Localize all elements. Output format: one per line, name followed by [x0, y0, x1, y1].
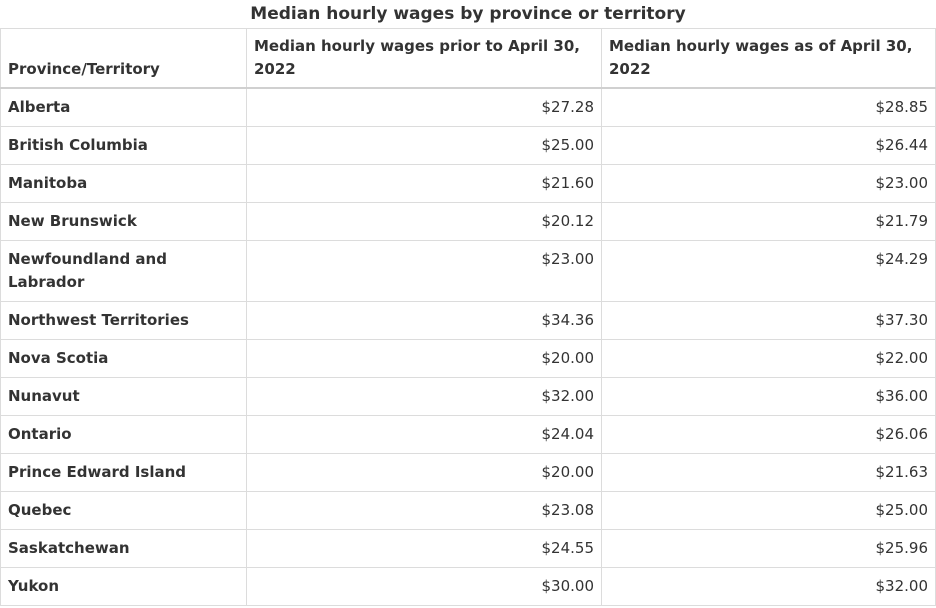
province-name: Alberta: [0, 87, 247, 127]
current-wage: $26.06: [601, 415, 936, 454]
province-name: Yukon: [0, 567, 247, 606]
province-name: Ontario: [0, 415, 247, 454]
table-row: Saskatchewan $24.55 $25.96: [0, 529, 936, 568]
table-row: British Columbia $25.00 $26.44: [0, 126, 936, 165]
province-name: New Brunswick: [0, 202, 247, 241]
table-body: Alberta $27.28 $28.85 British Columbia $…: [0, 87, 936, 606]
province-name: Prince Edward Island: [0, 453, 247, 492]
prior-wage: $30.00: [246, 567, 602, 606]
prior-wage: $20.12: [246, 202, 602, 241]
current-wage: $25.96: [601, 529, 936, 568]
current-wage: $23.00: [601, 164, 936, 203]
wages-table: Province/Territory Median hourly wages p…: [0, 28, 936, 606]
prior-wage: $23.08: [246, 491, 602, 530]
header-province: Province/Territory: [0, 28, 247, 89]
current-wage: $25.00: [601, 491, 936, 530]
province-name: Nunavut: [0, 377, 247, 416]
current-wage: $21.79: [601, 202, 936, 241]
prior-wage: $27.28: [246, 87, 602, 127]
prior-wage: $23.00: [246, 240, 602, 302]
prior-wage: $24.04: [246, 415, 602, 454]
province-name: Quebec: [0, 491, 247, 530]
table-row: Nova Scotia $20.00 $22.00: [0, 339, 936, 378]
current-wage: $26.44: [601, 126, 936, 165]
prior-wage: $32.00: [246, 377, 602, 416]
prior-wage: $21.60: [246, 164, 602, 203]
province-name: British Columbia: [0, 126, 247, 165]
table-row: Prince Edward Island $20.00 $21.63: [0, 453, 936, 492]
table-row: Nunavut $32.00 $36.00: [0, 377, 936, 416]
prior-wage: $25.00: [246, 126, 602, 165]
table-header: Province/Territory Median hourly wages p…: [0, 28, 936, 89]
table-caption: Median hourly wages by province or terri…: [250, 4, 686, 24]
table-row: Manitoba $21.60 $23.00: [0, 164, 936, 203]
province-name: Manitoba: [0, 164, 247, 203]
current-wage: $36.00: [601, 377, 936, 416]
province-name: Nova Scotia: [0, 339, 247, 378]
current-wage: $24.29: [601, 240, 936, 302]
current-wage: $28.85: [601, 87, 936, 127]
header-current-wage: Median hourly wages as of April 30, 2022: [601, 28, 936, 89]
table-row: Ontario $24.04 $26.06: [0, 415, 936, 454]
table-row: Alberta $27.28 $28.85: [0, 87, 936, 127]
current-wage: $22.00: [601, 339, 936, 378]
prior-wage: $20.00: [246, 339, 602, 378]
table-row: Northwest Territories $34.36 $37.30: [0, 301, 936, 340]
province-name: Northwest Territories: [0, 301, 247, 340]
province-name: Newfoundland and Labrador: [0, 240, 247, 302]
current-wage: $32.00: [601, 567, 936, 606]
header-prior-wage: Median hourly wages prior to April 30, 2…: [246, 28, 602, 89]
current-wage: $21.63: [601, 453, 936, 492]
table-row: Quebec $23.08 $25.00: [0, 491, 936, 530]
current-wage: $37.30: [601, 301, 936, 340]
prior-wage: $24.55: [246, 529, 602, 568]
table-row: Newfoundland and Labrador $23.00 $24.29: [0, 240, 936, 302]
table-row: New Brunswick $20.12 $21.79: [0, 202, 936, 241]
province-name: Saskatchewan: [0, 529, 247, 568]
prior-wage: $20.00: [246, 453, 602, 492]
header-row: Province/Territory Median hourly wages p…: [0, 28, 936, 89]
table-row: Yukon $30.00 $32.00: [0, 567, 936, 606]
prior-wage: $34.36: [246, 301, 602, 340]
